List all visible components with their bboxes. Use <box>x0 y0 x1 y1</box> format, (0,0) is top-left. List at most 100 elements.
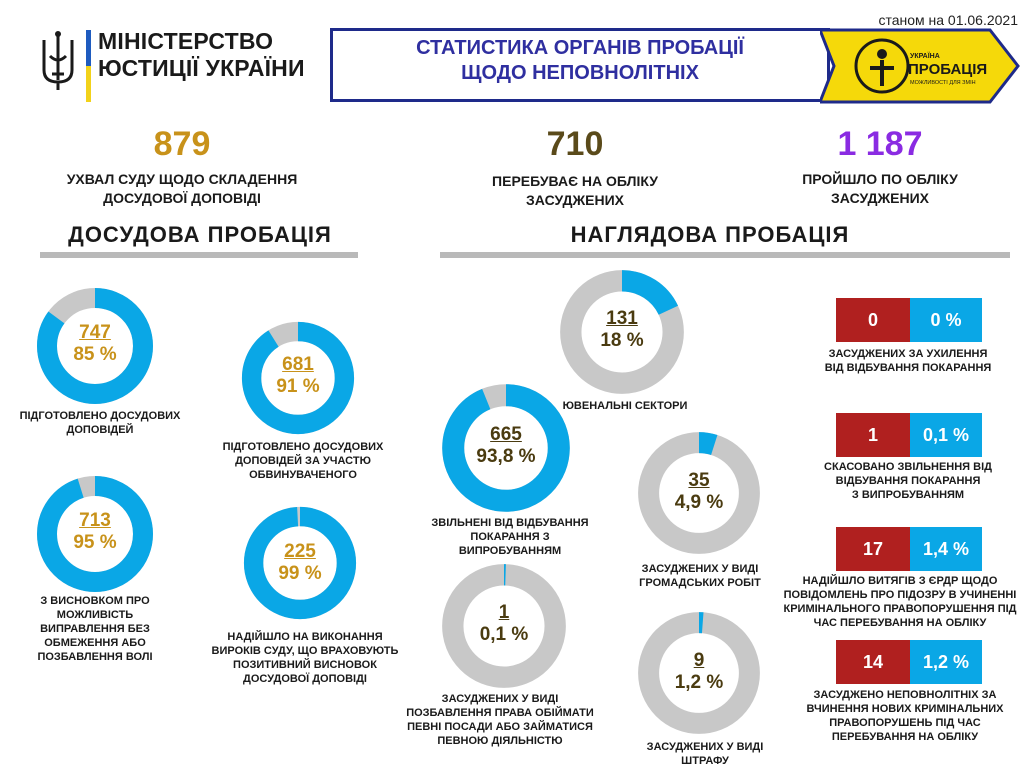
donut-positive-conclusion-chart <box>37 476 153 592</box>
donut-value: 35 4,9 % <box>636 470 762 514</box>
donut-percent: 95 % <box>73 532 117 553</box>
donut-fine-caption: ЗАСУДЖЕНИХ У ВИДІ ШТРАФУ <box>630 740 780 768</box>
donut-value-slice <box>243 506 357 620</box>
total-registered-label-1: ПЕРЕБУВАЄ НА ОБЛІКУ <box>492 173 658 189</box>
total-pretrial-value: 879 <box>153 125 211 163</box>
caption-line: ОБВИНУВАЧЕНОГО <box>249 469 357 481</box>
donut-percent: 4,9 % <box>674 492 724 513</box>
caption-line: ЗАСУДЖЕНО НЕПОВНОЛІТНІХ ЗА <box>813 689 997 701</box>
caption-line: НАДІЙШЛО ВИТЯГІВ З ЄРДР ЩОДО <box>802 575 998 587</box>
donut-value: 665 93,8 % <box>440 424 572 468</box>
caption-line: ОБМЕЖЕННЯ АБО <box>44 637 146 649</box>
donut-value: 681 91 % <box>240 354 356 398</box>
donut-reports-with-accused: 681 91 % <box>240 320 356 436</box>
caption-line: ГРОМАДСЬКИХ РОБІТ <box>639 577 761 589</box>
donut-percent: 1,2 % <box>674 672 724 693</box>
donut-percent: 18 % <box>600 330 644 351</box>
caption-line: ЮВЕНАЛЬНІ СЕКТОРИ <box>562 400 688 412</box>
donut-value-slice <box>37 288 153 404</box>
donut-remainder-slice <box>638 432 760 554</box>
donut-released-probation: 665 93,8 % <box>440 382 572 514</box>
donut-prepared-reports: 747 85 % <box>35 286 155 406</box>
donut-reports-with-accused-caption: ПІДГОТОВЛЕНО ДОСУДОВИХ ДОПОВІДЕЙ ЗА УЧАС… <box>208 440 398 482</box>
ministry-line-1: МІНІСТЕРСТВО <box>98 28 274 54</box>
total-registered-label-2: ЗАСУДЖЕНИХ <box>526 192 624 208</box>
stat-count: 1 <box>836 413 910 457</box>
caption-line: ПОКАРАННЯ З <box>470 531 550 543</box>
donut-verdicts-received: 225 99 % <box>242 505 358 621</box>
donut-deprivation-of-right: 1 0,1 % <box>440 562 568 690</box>
caption-line: ЧАС ПЕРЕБУВАННЯ НА ОБЛІКУ <box>813 617 987 629</box>
caption-line: ДОСУДОВОЇ ДОПОВІДІ <box>243 673 367 685</box>
donut-juvenile-sectors-caption: ЮВЕНАЛЬНІ СЕКТОРИ <box>545 399 705 413</box>
stat-box-evasion: 0 0 % <box>836 298 982 342</box>
caption-line: ЗАСУДЖЕНИХ У ВИДІ <box>441 693 559 705</box>
donut-count: 225 <box>284 541 316 562</box>
section-pretrial-title: ДОСУДОВА ПРОБАЦІЯ <box>68 222 332 247</box>
donut-percent: 91 % <box>276 376 320 397</box>
donut-count: 35 <box>688 470 710 491</box>
caption-line: З ВИСНОВКОМ ПРО <box>40 595 150 607</box>
total-pretrial-label: УХВАЛ СУДУ ЩОДО СКЛАДЕННЯ ДОСУДОВОЇ ДОПО… <box>52 170 312 208</box>
donut-value: 747 85 % <box>35 322 155 366</box>
caption-line: ПІДГОТОВЛЕНО ДОСУДОВИХ <box>19 410 181 422</box>
total-pretrial-label-2: ДОСУДОВОЇ ДОПОВІДІ <box>103 190 261 206</box>
stat-count: 0 <box>836 298 910 342</box>
caption-line: ЗАСУДЖЕНИХ У ВИДІ <box>641 563 759 575</box>
caption-line: ПОЗБАВЛЕННЯ ВОЛІ <box>37 651 153 663</box>
total-passed-value: 1 187 <box>837 125 923 163</box>
ministry-line-2: ЮСТИЦІЇ УКРАЇНИ <box>98 55 305 81</box>
donut-percent: 93,8 % <box>476 446 536 467</box>
caption-line: КРИМІНАЛЬНОГО ПРАВОПОРУШЕННЯ ПІД <box>783 603 1017 615</box>
donut-community-service-chart <box>638 432 760 554</box>
stat-box-convicted-new-caption: ЗАСУДЖЕНО НЕПОВНОЛІТНІХ ЗА ВЧИНЕННЯ НОВИ… <box>790 688 1020 744</box>
section-pretrial-rule <box>40 252 358 258</box>
caption-line: ДОПОВІДЕЙ ЗА УЧАСТЮ <box>235 455 371 467</box>
caption-line: ВІДБУВАННЯ ПОКАРАННЯ <box>835 475 981 487</box>
donut-positive-conclusion: 713 95 % <box>35 474 155 594</box>
donut-released-probation-caption: ЗВІЛЬНЕНІ ВІД ВІДБУВАННЯ ПОКАРАННЯ З ВИП… <box>420 516 600 558</box>
stat-box-cancelled-release-caption: СКАСОВАНО ЗВІЛЬНЕННЯ ВІД ВІДБУВАННЯ ПОКА… <box>800 460 1016 502</box>
title-line-2: ЩОДО НЕПОВНОЛІТНІХ <box>461 62 699 84</box>
stat-box-erdr-extracts: 17 1,4 % <box>836 527 982 571</box>
donut-count: 747 <box>79 322 111 343</box>
donut-prepared-reports-caption: ПІДГОТОВЛЕНО ДОСУДОВИХ ДОПОВІДЕЙ <box>5 409 195 437</box>
total-registered-value: 710 <box>546 125 604 163</box>
caption-line: ВІД ВІДБУВАННЯ ПОКАРАННЯ <box>824 362 992 374</box>
donut-verdicts-received-chart <box>243 506 357 620</box>
title-banner <box>330 28 830 102</box>
donut-juvenile-sectors-chart <box>560 270 684 394</box>
donut-deprivation-of-right-chart <box>442 564 566 688</box>
logo-main-text: ПРОБАЦІЯ <box>908 61 987 78</box>
total-registered-label: ПЕРЕБУВАЄ НА ОБЛІКУ ЗАСУДЖЕНИХ <box>470 172 680 210</box>
donut-count: 681 <box>282 354 314 375</box>
donut-prepared-reports-chart <box>37 288 153 404</box>
donut-percent: 85 % <box>73 344 117 365</box>
caption-line: ПЕВНІ ПОСАДИ АБО ЗАЙМАТИСЯ <box>407 721 593 733</box>
donut-percent: 0,1 % <box>479 624 529 645</box>
total-pretrial-label-1: УХВАЛ СУДУ ЩОДО СКЛАДЕННЯ <box>66 171 298 187</box>
caption-line: З ВИПРОБУВАННЯМ <box>851 489 965 501</box>
caption-line: СКАСОВАНО ЗВІЛЬНЕННЯ ВІД <box>824 461 992 473</box>
caption-line: МОЖЛИВІСТЬ <box>56 609 134 621</box>
section-supervisory-rule <box>440 252 1010 258</box>
stat-box-convicted-new: 14 1,2 % <box>836 640 982 684</box>
stat-count: 14 <box>836 640 910 684</box>
caption-line: ЗАСУДЖЕНИХ У ВИДІ <box>646 741 764 753</box>
caption-line: ПЕВНОЮ ДІЯЛЬНІСТЮ <box>437 735 563 747</box>
caption-line: ПОВІДОМЛЕНЬ ПРО ПІДОЗРУ В УЧИНЕННІ <box>783 589 1017 601</box>
donut-fine-chart <box>638 612 760 734</box>
stat-box-erdr-extracts-caption: НАДІЙШЛО ВИТЯГІВ З ЄРДР ЩОДО ПОВІДОМЛЕНЬ… <box>780 574 1020 630</box>
report-date: станом на 01.06.2021 <box>878 12 1018 28</box>
caption-line: ВЧИНЕННЯ НОВИХ КРИМІНАЛЬНИХ <box>806 703 1004 715</box>
stat-percent: 0,1 % <box>910 413 982 457</box>
caption-line: ВИПРАВЛЕННЯ БЕЗ <box>40 623 150 635</box>
logo-tagline: МОЖЛИВОСТІ ДЛЯ ЗМІН <box>910 80 976 86</box>
stat-count: 17 <box>836 527 910 571</box>
donut-juvenile-sectors: 131 18 % <box>558 268 686 396</box>
donut-value-slice <box>241 321 355 435</box>
caption-line: ВИРОКІВ СУДУ, ЩО ВРАХОВУЮТЬ <box>211 645 399 657</box>
donut-value: 131 18 % <box>558 308 686 352</box>
donut-value-slice <box>442 384 570 512</box>
probation-logo: УКРАЇНА ПРОБАЦІЯ МОЖЛИВОСТІ ДЛЯ ЗМІН <box>820 28 1020 104</box>
